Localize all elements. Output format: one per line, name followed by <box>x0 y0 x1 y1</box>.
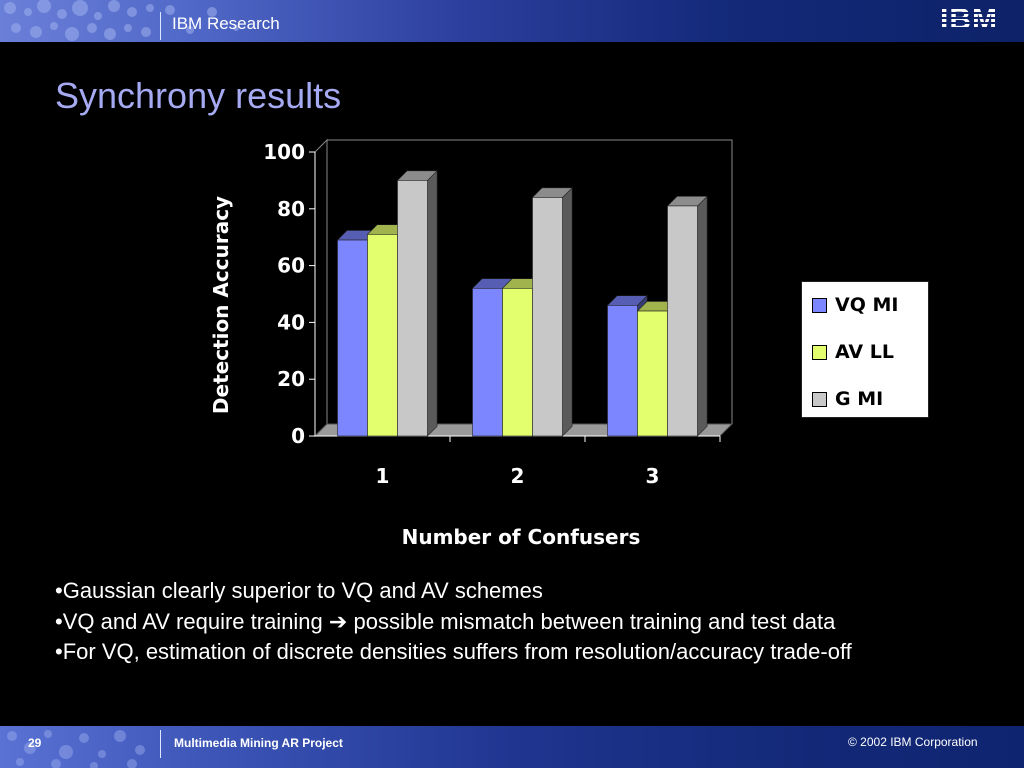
bar-side <box>427 170 438 437</box>
y-tick-label: 80 <box>277 197 305 221</box>
legend-swatch-g-mi <box>812 391 827 407</box>
x-tick-label: 2 <box>511 464 525 488</box>
legend-label-g-mi: G MI <box>835 388 884 410</box>
footer-copyright: © 2002 IBM Corporation <box>848 735 978 749</box>
bullet-item: •Gaussian clearly superior to VQ and AV … <box>55 578 543 603</box>
legend-swatch-vq-mi <box>812 297 827 313</box>
bar-front <box>472 288 503 437</box>
bar <box>666 195 708 437</box>
chart-bars <box>336 170 708 437</box>
bar <box>396 170 438 437</box>
bar-side <box>697 195 708 437</box>
chart-legend: VQ MI AV LL G MI <box>801 281 929 418</box>
y-tick-label: 100 <box>263 140 305 164</box>
y-tick-label: 20 <box>277 367 305 391</box>
y-tick-label: 60 <box>277 254 305 278</box>
bullet-item: •For VQ, estimation of discrete densitie… <box>55 639 852 664</box>
x-axis-label: Number of Confusers <box>402 525 641 549</box>
bullet-item: •VQ and AV require training ➔ possible m… <box>55 607 975 638</box>
bullet-text: possible mismatch between training and t… <box>353 608 836 634</box>
footer-dot-pattern <box>7 730 145 768</box>
footer-bar: 29 Multimedia Mining AR Project © 2002 I… <box>0 726 1024 768</box>
y-tick-label: 40 <box>277 310 305 334</box>
legend-item-g-mi: G MI <box>812 387 883 411</box>
bullet-list: •Gaussian clearly superior to VQ and AV … <box>55 576 975 668</box>
header-divider <box>160 12 161 40</box>
y-tick-label: 0 <box>291 424 305 448</box>
slide-title: Synchrony results <box>55 75 342 116</box>
bar-front <box>502 288 533 437</box>
bar-chart: 0 20 40 60 80 100 1 2 3 Detection Accuracy Numb… <box>209 138 734 549</box>
bar-front <box>337 239 368 437</box>
bar-front <box>667 205 698 437</box>
arrow-icon: ➔ <box>328 608 348 634</box>
x-axis-ticks: 1 2 3 <box>376 436 721 488</box>
bar-front <box>607 305 638 437</box>
page-number: 29 <box>28 736 42 750</box>
bar-front <box>397 180 428 437</box>
bar-front <box>637 310 668 437</box>
y-axis-ticks: 0 20 40 60 80 100 <box>263 140 315 448</box>
x-tick-label: 3 <box>646 464 660 488</box>
legend-item-av-ll: AV LL <box>812 340 894 364</box>
legend-item-vq-mi: VQ MI <box>812 293 898 317</box>
legend-label-av-ll: AV LL <box>835 341 894 363</box>
ibm-logo: IBM <box>940 3 998 36</box>
footer-project-name: Multimedia Mining AR Project <box>174 736 343 750</box>
footer-divider <box>160 730 161 758</box>
bar-side <box>562 187 573 437</box>
y-axis-label: Detection Accuracy <box>209 196 233 414</box>
bar <box>531 187 573 437</box>
x-tick-label: 1 <box>376 464 390 488</box>
bar-front <box>367 234 398 437</box>
bullet-text: •VQ and AV require training <box>55 608 323 634</box>
header-bar: IBM Research IBM <box>0 0 1024 42</box>
chart-side-wall <box>314 138 328 438</box>
bar-front <box>532 197 563 437</box>
legend-label-vq-mi: VQ MI <box>835 294 899 316</box>
header-title: IBM Research <box>172 14 280 33</box>
legend-swatch-av-ll <box>812 344 827 360</box>
header-dot-pattern <box>4 0 239 41</box>
